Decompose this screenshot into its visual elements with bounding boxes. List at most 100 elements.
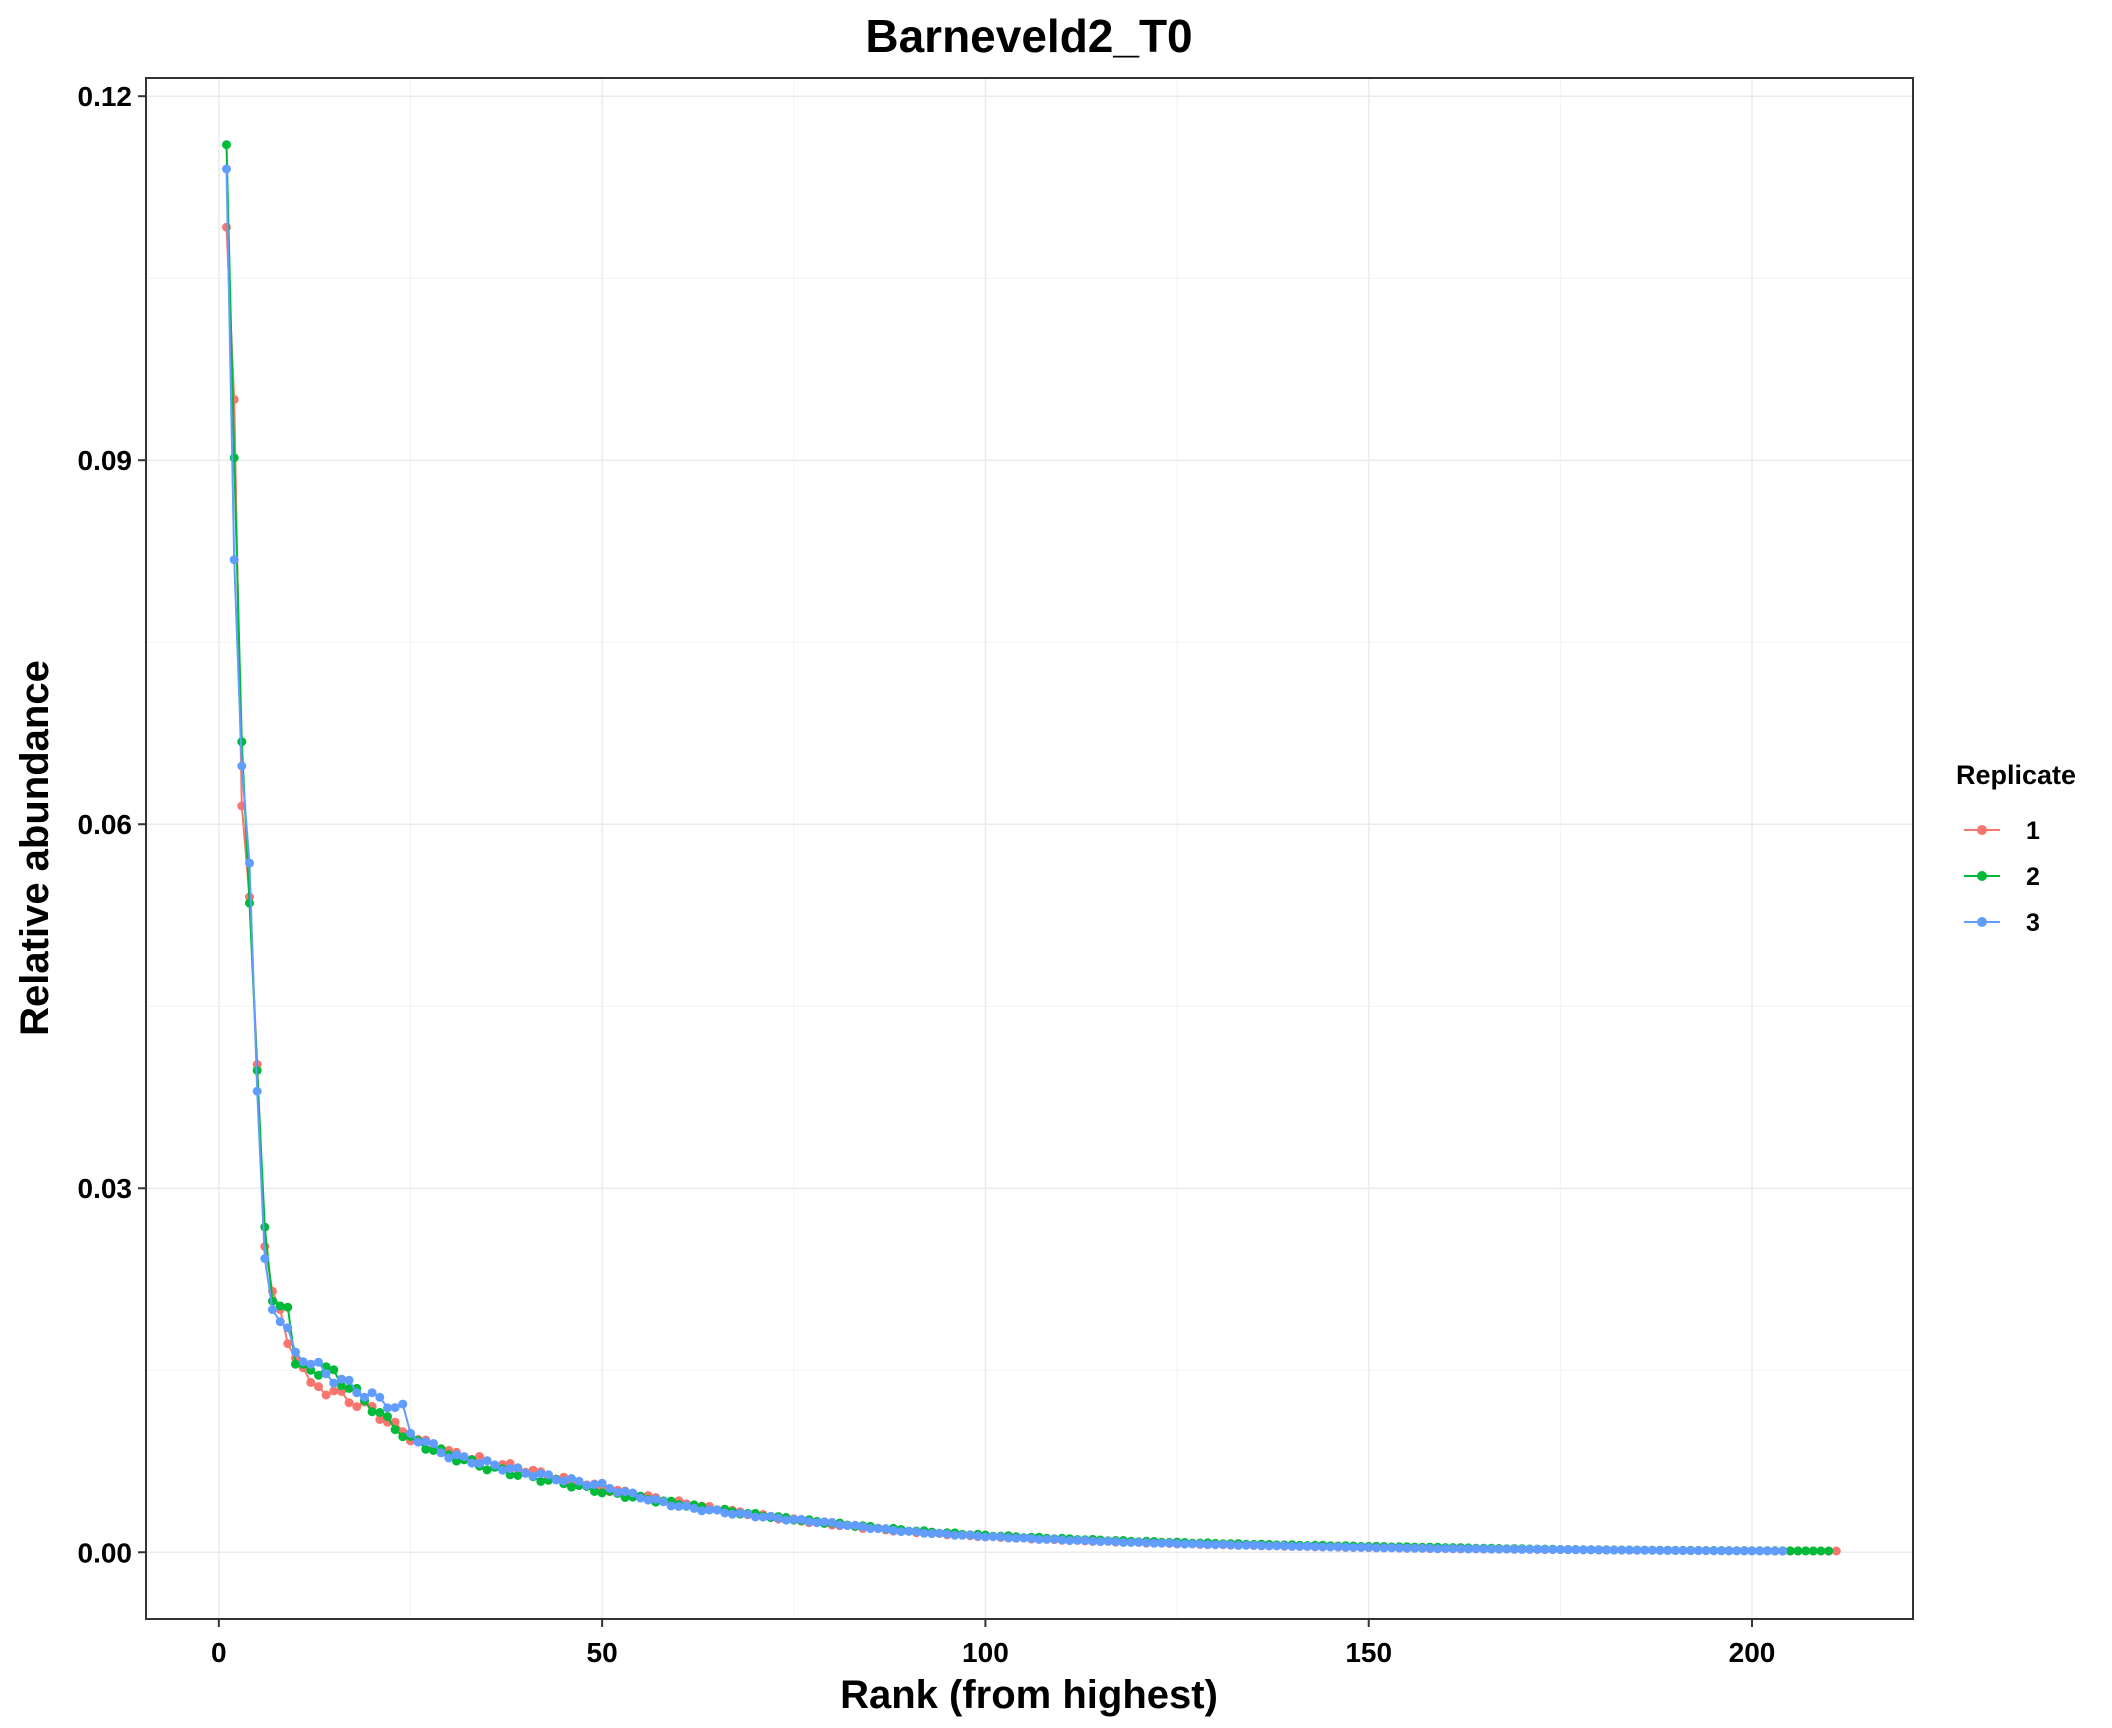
data-point — [988, 1532, 998, 1542]
data-point — [1019, 1533, 1029, 1543]
data-point — [1747, 1546, 1757, 1556]
data-point — [766, 1511, 776, 1521]
data-point — [819, 1517, 829, 1527]
data-point — [1057, 1535, 1067, 1545]
data-point — [559, 1476, 569, 1486]
data-point — [1333, 1542, 1343, 1552]
data-point — [1302, 1541, 1312, 1551]
data-point — [421, 1437, 431, 1447]
data-point — [291, 1359, 300, 1369]
data-point — [406, 1428, 415, 1438]
data-point — [1540, 1545, 1550, 1554]
data-point — [1065, 1536, 1075, 1546]
data-point — [475, 1458, 484, 1468]
data-point — [1111, 1537, 1121, 1547]
data-point — [344, 1398, 354, 1408]
data-point — [1417, 1543, 1427, 1553]
data-point — [1586, 1545, 1596, 1555]
data-point — [291, 1347, 300, 1357]
data-point — [1532, 1544, 1542, 1554]
data-point — [1785, 1546, 1795, 1556]
data-point — [1670, 1545, 1680, 1555]
data-point — [222, 164, 231, 174]
data-point — [1693, 1546, 1703, 1556]
data-point — [842, 1521, 852, 1531]
data-point — [444, 1453, 454, 1463]
data-point — [1325, 1542, 1335, 1552]
data-point — [1003, 1533, 1013, 1543]
x-tick-label: 100 — [962, 1637, 1009, 1668]
data-point — [1555, 1545, 1565, 1554]
data-point — [352, 1388, 362, 1398]
data-point — [574, 1476, 584, 1486]
y-tick-label: 0.06 — [78, 809, 133, 840]
data-point — [459, 1452, 469, 1462]
data-point — [1724, 1546, 1734, 1556]
data-point — [413, 1437, 423, 1447]
data-point — [697, 1506, 707, 1516]
data-point — [1164, 1538, 1174, 1548]
data-point — [973, 1531, 983, 1541]
data-point — [513, 1463, 523, 1473]
data-point — [260, 1222, 270, 1232]
data-point — [298, 1357, 308, 1367]
data-point — [1448, 1544, 1458, 1554]
data-point — [1793, 1546, 1803, 1556]
data-point — [812, 1518, 822, 1528]
data-point — [1601, 1545, 1611, 1555]
data-point — [482, 1465, 492, 1475]
data-point — [1295, 1542, 1305, 1551]
data-point — [597, 1488, 607, 1498]
data-point — [375, 1408, 385, 1417]
legend-label: 3 — [2026, 909, 2040, 937]
data-point — [865, 1524, 875, 1534]
data-point — [1364, 1542, 1374, 1552]
data-point — [329, 1378, 339, 1388]
data-point — [1264, 1541, 1274, 1551]
data-point — [659, 1497, 668, 1507]
x-tick-label: 0 — [211, 1637, 227, 1668]
data-point — [1456, 1544, 1466, 1554]
data-point — [1371, 1543, 1381, 1553]
data-point — [429, 1446, 438, 1455]
data-point — [1425, 1543, 1435, 1553]
data-point — [1187, 1539, 1197, 1549]
data-point — [567, 1482, 576, 1492]
data-point — [881, 1524, 891, 1534]
data-point — [1632, 1545, 1642, 1555]
data-point — [950, 1530, 960, 1540]
data-point — [835, 1520, 845, 1530]
plot-panel-border — [145, 77, 1914, 1620]
data-point — [245, 898, 254, 908]
data-point — [1548, 1545, 1558, 1555]
data-point — [229, 453, 239, 463]
data-point — [498, 1465, 507, 1475]
series-3 — [222, 164, 1788, 1556]
data-point — [375, 1392, 385, 1402]
data-point — [758, 1512, 768, 1522]
data-point — [1762, 1546, 1772, 1556]
data-point — [789, 1515, 799, 1524]
data-point — [1387, 1543, 1397, 1553]
data-point — [306, 1377, 316, 1387]
data-point — [283, 1323, 293, 1333]
data-point — [1770, 1546, 1780, 1556]
data-point — [505, 1470, 515, 1480]
data-point — [1701, 1546, 1711, 1556]
data-point — [1379, 1543, 1389, 1553]
data-point — [1172, 1539, 1182, 1549]
data-point — [1509, 1544, 1519, 1554]
data-point — [743, 1509, 753, 1519]
data-point — [314, 1357, 323, 1367]
legend-key-point — [1977, 917, 1987, 927]
data-point — [521, 1468, 530, 1478]
data-point — [1479, 1544, 1489, 1554]
data-point — [727, 1509, 737, 1519]
data-point — [605, 1483, 615, 1493]
data-point — [996, 1532, 1006, 1542]
data-point — [1801, 1546, 1811, 1556]
data-point — [934, 1528, 944, 1538]
data-point — [781, 1515, 791, 1525]
data-point — [590, 1487, 599, 1496]
